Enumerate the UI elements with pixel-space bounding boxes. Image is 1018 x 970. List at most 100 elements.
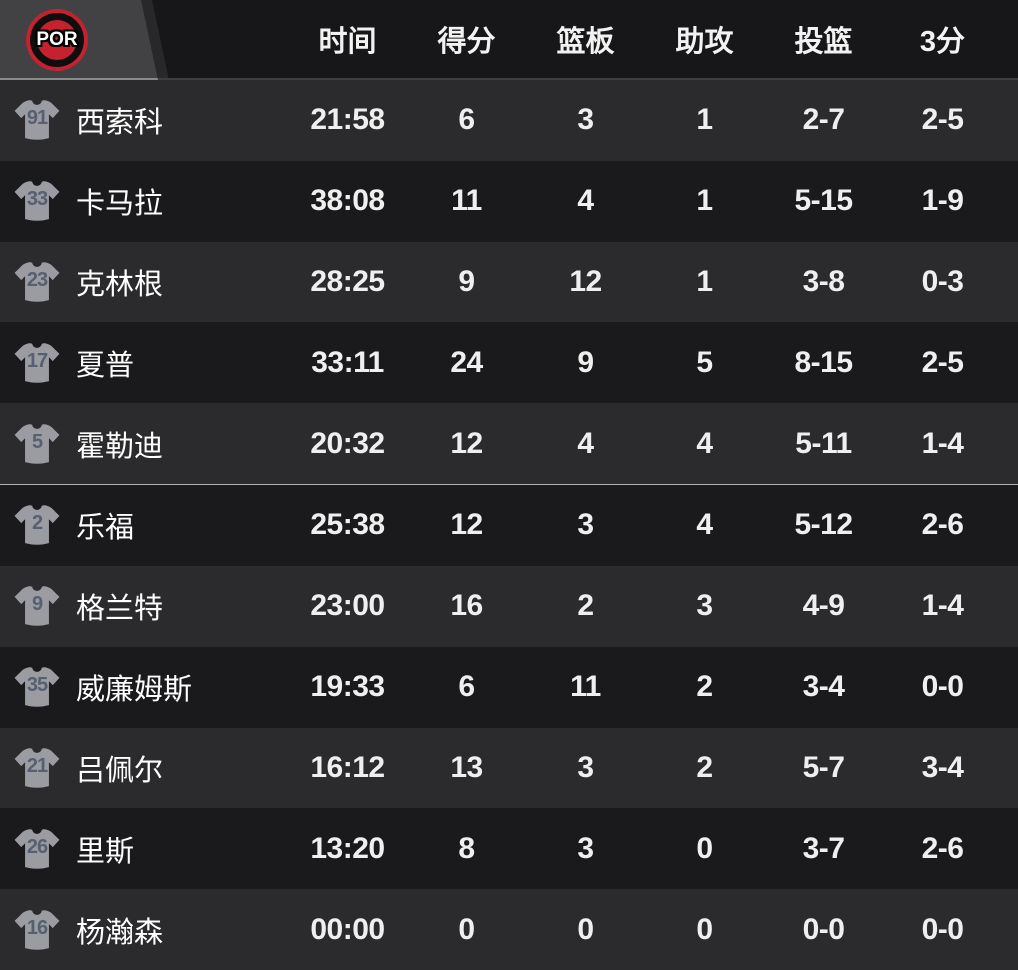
stat-time: 28:25 xyxy=(310,265,385,299)
stat-time: 23:00 xyxy=(310,589,385,623)
stat-assists: 2 xyxy=(696,750,713,784)
col-header-3pt: 3分 xyxy=(919,26,966,58)
stat-fg: 5-12 xyxy=(794,508,853,542)
stat-rebounds: 4 xyxy=(577,184,594,218)
stat-time: 33:11 xyxy=(311,345,384,379)
stat-rebounds: 12 xyxy=(569,265,602,299)
stat-assists: 5 xyxy=(696,345,713,379)
col-header-fg: 投篮 xyxy=(794,26,853,58)
player-cell: 23 克林根 xyxy=(14,261,288,303)
stat-points: 12 xyxy=(450,426,483,460)
table-row[interactable]: 2 乐福 25:38 12 3 4 5-12 2-6 xyxy=(0,485,1018,566)
stat-points: 0 xyxy=(458,912,475,946)
player-cell: 91 西索科 xyxy=(14,99,288,141)
jersey-icon: 5 xyxy=(14,423,60,465)
table-row[interactable]: 91 西索科 21:58 6 3 1 2-7 2-5 xyxy=(0,80,1018,161)
jersey-number: 33 xyxy=(26,188,48,211)
stat-3pt: 1-4 xyxy=(921,589,964,623)
table-header: POR 时间 得分 篮板 助攻 投篮 3分 xyxy=(0,0,1018,80)
table-row[interactable]: 5 霍勒迪 20:32 12 4 4 5-11 1-4 xyxy=(0,403,1018,486)
stat-fg: 0-0 xyxy=(802,912,845,946)
player-rows: 91 西索科 21:58 6 3 1 2-7 2-5 33 卡马拉 38:08 xyxy=(0,80,1018,970)
jersey-number: 26 xyxy=(26,835,48,858)
stat-3pt: 2-5 xyxy=(921,345,964,379)
stat-points: 13 xyxy=(450,750,483,784)
stat-3pt: 0-3 xyxy=(921,265,964,299)
table-row[interactable]: 26 里斯 13:20 8 3 0 3-7 2-6 xyxy=(0,808,1018,890)
jersey-icon: 17 xyxy=(14,342,60,384)
player-name: 西索科 xyxy=(76,107,164,140)
stat-points: 16 xyxy=(450,589,483,623)
player-cell: 26 里斯 xyxy=(14,828,288,870)
stat-points: 8 xyxy=(458,831,475,865)
stat-assists: 0 xyxy=(696,912,713,946)
stat-time: 21:58 xyxy=(310,103,385,137)
stat-3pt: 3-4 xyxy=(921,750,964,784)
col-header-points: 得分 xyxy=(437,26,496,58)
player-name: 克林根 xyxy=(76,269,164,302)
table-row[interactable]: 35 威廉姆斯 19:33 6 11 2 3-4 0-0 xyxy=(0,646,1018,728)
jersey-number: 9 xyxy=(31,593,43,616)
stat-points: 12 xyxy=(450,508,483,542)
stat-assists: 3 xyxy=(696,589,713,623)
stat-points: 9 xyxy=(458,265,475,299)
table-row[interactable]: 33 卡马拉 38:08 11 4 1 5-15 1-9 xyxy=(0,160,1018,242)
jersey-icon: 35 xyxy=(14,666,60,708)
stat-points: 24 xyxy=(450,345,483,379)
stat-rebounds: 9 xyxy=(577,345,594,379)
jersey-icon: 33 xyxy=(14,180,60,222)
jersey-number: 16 xyxy=(26,916,48,939)
player-name: 威廉姆斯 xyxy=(76,674,193,707)
stat-points: 11 xyxy=(451,184,482,218)
stat-fg: 5-15 xyxy=(794,184,853,218)
jersey-icon: 9 xyxy=(14,585,60,627)
stat-fg: 5-7 xyxy=(802,750,845,784)
stat-fg: 8-15 xyxy=(794,345,853,379)
stat-time: 38:08 xyxy=(310,184,385,218)
stat-time: 19:33 xyxy=(310,670,385,704)
table-row[interactable]: 21 吕佩尔 16:12 13 3 2 5-7 3-4 xyxy=(0,727,1018,809)
stat-3pt: 1-4 xyxy=(921,426,964,460)
team-logo-icon[interactable]: POR xyxy=(26,9,88,71)
table-row[interactable]: 16 杨瀚森 00:00 0 0 0 0-0 0-0 xyxy=(0,889,1018,970)
player-cell: 9 格兰特 xyxy=(14,585,288,627)
table-row[interactable]: 9 格兰特 23:00 16 2 3 4-9 1-4 xyxy=(0,565,1018,647)
jersey-icon: 2 xyxy=(14,504,60,546)
player-name: 杨瀚森 xyxy=(76,916,164,949)
stat-assists: 1 xyxy=(696,103,713,137)
jersey-icon: 23 xyxy=(14,261,60,303)
stat-assists: 2 xyxy=(696,670,713,704)
player-cell: 16 杨瀚森 xyxy=(14,909,288,951)
stat-3pt: 2-6 xyxy=(921,508,964,542)
stat-fg: 3-8 xyxy=(802,265,845,299)
stat-rebounds: 11 xyxy=(570,670,601,704)
stat-points: 6 xyxy=(458,670,475,704)
player-name: 吕佩尔 xyxy=(76,754,164,787)
player-name: 里斯 xyxy=(76,835,135,868)
jersey-icon: 21 xyxy=(14,747,60,789)
col-header-rebounds: 篮板 xyxy=(556,26,615,58)
col-header-time: 时间 xyxy=(318,26,377,58)
stat-3pt: 2-5 xyxy=(921,103,964,137)
player-cell: 2 乐福 xyxy=(14,504,288,546)
jersey-number: 2 xyxy=(31,512,43,535)
player-name: 卡马拉 xyxy=(76,188,164,221)
stat-3pt: 1-9 xyxy=(921,184,964,218)
table-row[interactable]: 17 夏普 33:11 24 9 5 8-15 2-5 xyxy=(0,322,1018,404)
table-row[interactable]: 23 克林根 28:25 9 12 1 3-8 0-3 xyxy=(0,241,1018,323)
jersey-number: 91 xyxy=(26,107,48,130)
logo-inner-disc xyxy=(37,20,77,60)
player-cell: 17 夏普 xyxy=(14,342,288,384)
stat-fg: 4-9 xyxy=(802,589,845,623)
stat-rebounds: 4 xyxy=(577,426,594,460)
jersey-number: 23 xyxy=(26,269,48,292)
col-header-assists: 助攻 xyxy=(675,26,734,58)
player-cell: 21 吕佩尔 xyxy=(14,747,288,789)
stat-rebounds: 3 xyxy=(577,750,594,784)
stat-3pt: 2-6 xyxy=(921,831,964,865)
stat-3pt: 0-0 xyxy=(921,912,964,946)
stat-time: 00:00 xyxy=(310,912,385,946)
player-cell: 33 卡马拉 xyxy=(14,180,288,222)
stat-fg: 3-4 xyxy=(802,670,845,704)
